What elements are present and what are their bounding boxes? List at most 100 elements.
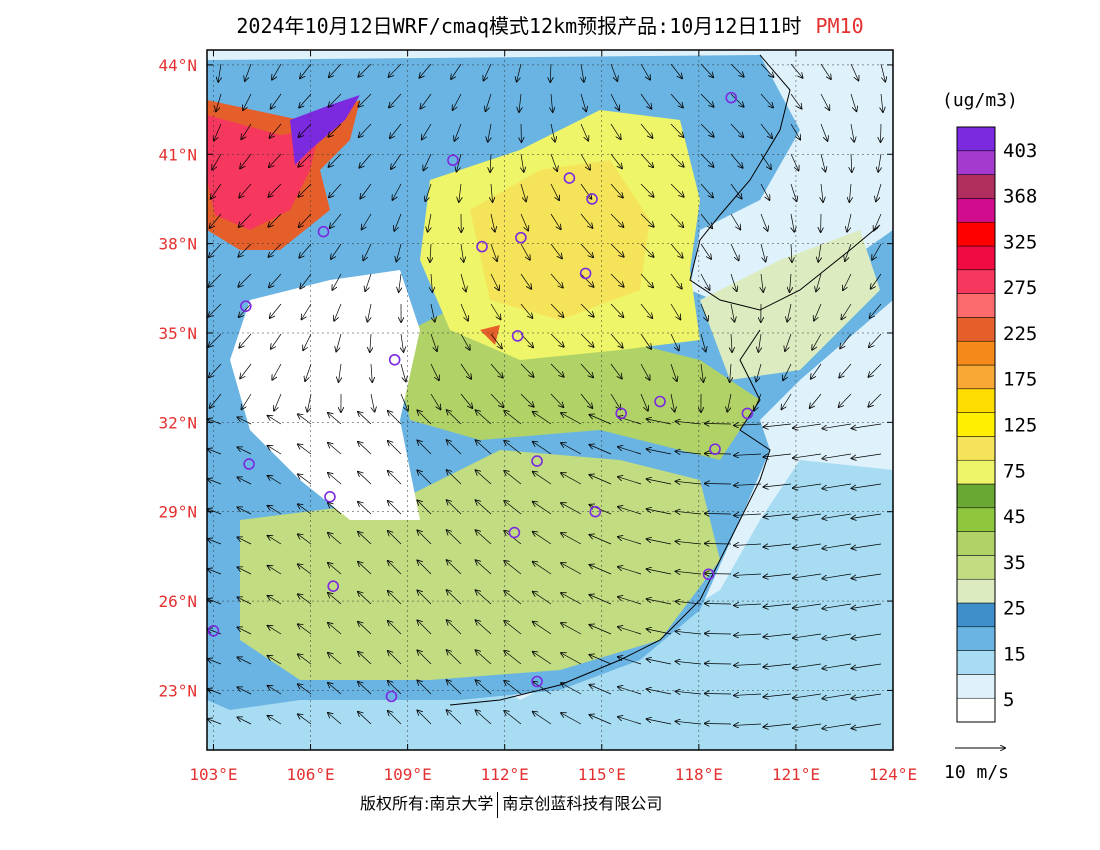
wind-arrow (676, 571, 702, 574)
wind-arrow (394, 213, 402, 231)
wind-arrow (360, 183, 372, 198)
wind-arrow (358, 412, 372, 425)
longitude-labels: 103°E 106°E 109°E 112°E 115°E 118°E 121°E 124°E (189, 50, 917, 784)
wind-arrow (447, 530, 462, 545)
wind-arrow (793, 423, 822, 428)
wind-arrow (484, 63, 492, 80)
wind-arrow (533, 682, 552, 695)
yellow-core (470, 160, 650, 320)
wind-arrow (268, 596, 282, 605)
wind-arrow (240, 363, 252, 378)
city-marker (388, 353, 401, 366)
wind-arrow (245, 63, 252, 81)
colorbar-label: 45 (1003, 506, 1026, 528)
wind-arrow (520, 213, 528, 231)
wind-arrow (298, 534, 312, 545)
wind-arrow (430, 393, 440, 409)
wind-arrow (388, 531, 402, 545)
wind-arrow (839, 363, 852, 378)
wind-arrow (359, 123, 372, 137)
wind-arrow (504, 591, 522, 605)
colorbar-label: 125 (1003, 415, 1037, 437)
colorbar-segment (956, 198, 996, 223)
wind-arrow (852, 723, 882, 728)
wind-arrow (400, 363, 406, 381)
wind-arrow (216, 93, 222, 111)
city-marker (476, 240, 488, 253)
wind-arrow (268, 716, 282, 725)
wind-arrow (790, 93, 802, 109)
colorbar-label: 403 (1003, 140, 1037, 162)
wind-arrow (209, 363, 222, 377)
city-marker (563, 172, 576, 184)
wind-arrow (758, 333, 761, 352)
wind-arrow (298, 564, 312, 575)
wind-arrow (490, 333, 502, 348)
wind-arrow (476, 560, 492, 575)
wind-arrow (580, 363, 593, 377)
wind-arrow (550, 333, 564, 347)
wind-arrow (822, 483, 852, 489)
wind-arrow (298, 474, 312, 485)
wind-arrow (331, 243, 342, 259)
wind-arrow (580, 153, 590, 170)
wind-arrow (820, 93, 829, 110)
city-marker (243, 458, 255, 470)
wind-arrow (790, 63, 803, 78)
wind-arrow (238, 477, 252, 485)
wind-arrow (520, 183, 526, 201)
wind-arrow (561, 533, 582, 545)
wind-arrow (618, 567, 642, 575)
wind-arrow (550, 63, 551, 82)
wind-arrow (670, 183, 684, 197)
city-marker (327, 580, 339, 592)
wind-arrow (640, 303, 652, 318)
wind-arrow (238, 243, 252, 257)
wind-arrow (764, 574, 792, 577)
wind-arrow (208, 509, 222, 515)
wind-arrow (760, 63, 773, 77)
wind-arrow (550, 393, 563, 407)
wind-arrow (561, 593, 582, 605)
wind-arrow (872, 243, 882, 260)
wind-arrow (504, 471, 522, 485)
wind-arrow (589, 625, 612, 635)
wind-arrow (447, 410, 462, 425)
wind-arrow (388, 651, 402, 665)
wind-arrow (268, 446, 282, 455)
wind-arrow (521, 153, 524, 172)
wind-arrow (298, 153, 312, 167)
wind-arrow (476, 590, 492, 605)
colorbar-label: 368 (1003, 186, 1037, 208)
wind-arrow (610, 183, 623, 198)
wind-arrow (298, 594, 312, 605)
wind-arrow (447, 470, 462, 485)
wind-arrow (852, 633, 882, 638)
wind-arrow (610, 243, 624, 257)
wind-arrow (490, 213, 495, 232)
wind-arrow (700, 183, 713, 197)
wind-arrow (328, 653, 342, 665)
wind-arrow (730, 363, 731, 382)
wind-arrow (580, 243, 593, 257)
wind-arrow (328, 533, 342, 545)
wind-arrow (240, 153, 252, 168)
wind-arrow (640, 153, 653, 167)
wind-arrow (820, 153, 825, 171)
wind-arrow (700, 273, 710, 290)
wind-arrow (388, 681, 402, 695)
wind-arrow (447, 560, 462, 575)
wind-arrow (840, 333, 852, 348)
wind-arrow (843, 273, 852, 290)
wind-arrow (640, 333, 651, 349)
wind-arrow (417, 590, 432, 605)
wind-arrow (580, 303, 594, 317)
wind-arrow (764, 664, 792, 667)
wind-arrow (460, 393, 472, 408)
wind-arrow (589, 595, 612, 605)
wind-arrow (670, 363, 677, 381)
wind-reference-label: 10 m/s (944, 762, 1010, 783)
wind-arrow (238, 417, 252, 425)
wind-arrow (417, 410, 432, 425)
wind-arrow (618, 447, 642, 455)
